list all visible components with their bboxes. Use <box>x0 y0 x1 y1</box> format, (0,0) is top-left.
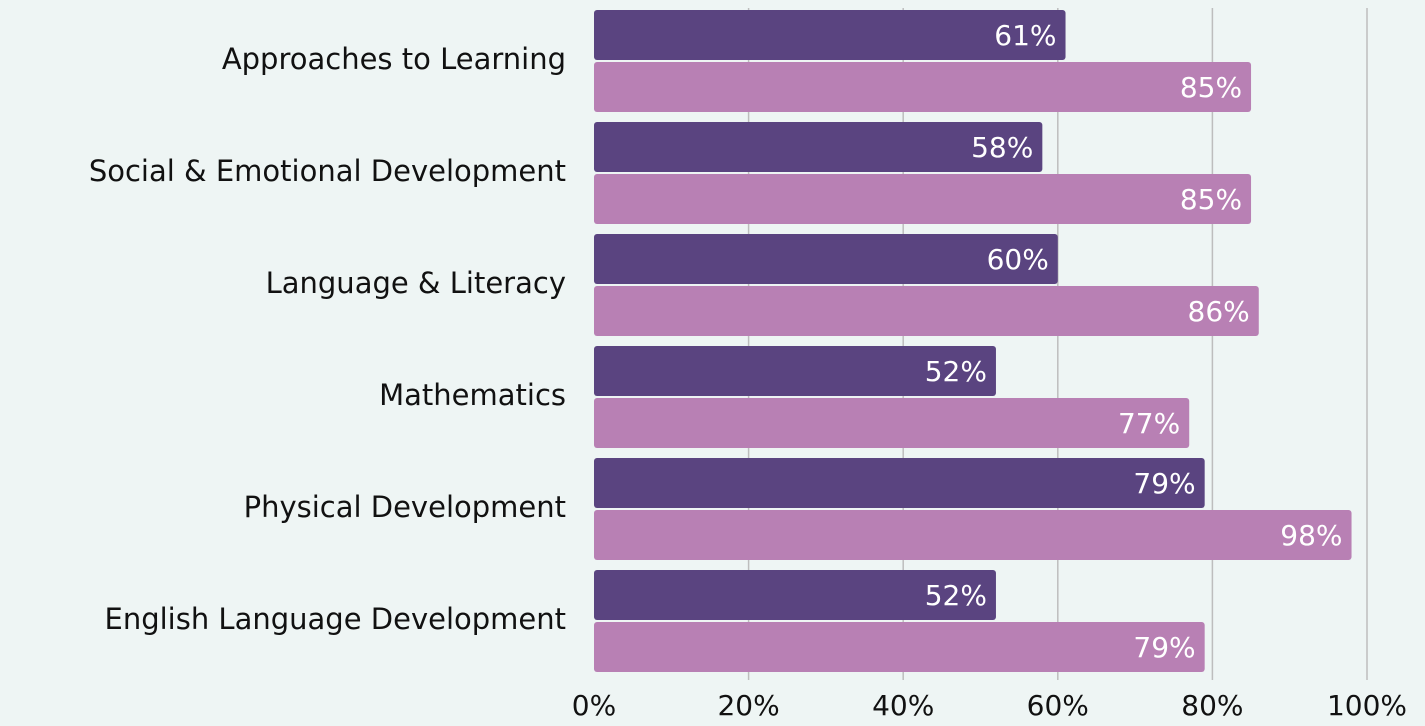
bar <box>594 398 1190 448</box>
value-label: 77% <box>1118 407 1180 440</box>
value-label: 79% <box>1133 467 1195 500</box>
x-tick-label: 60% <box>1027 689 1089 722</box>
value-label: 86% <box>1188 295 1250 328</box>
x-tick-label: 40% <box>872 689 934 722</box>
bar <box>594 570 996 620</box>
value-label: 98% <box>1280 519 1342 552</box>
bar <box>594 234 1058 284</box>
bar <box>594 10 1066 60</box>
bar <box>594 346 996 396</box>
value-label: 85% <box>1180 183 1242 216</box>
bar <box>594 458 1205 508</box>
category-label: Language & Literacy <box>266 266 566 300</box>
category-label: Social & Emotional Development <box>89 154 566 188</box>
value-label: 52% <box>925 355 987 388</box>
value-label: 85% <box>1180 71 1242 104</box>
x-tick-label: 80% <box>1181 689 1243 722</box>
category-label: Approaches to Learning <box>222 42 566 76</box>
value-label: 60% <box>987 243 1049 276</box>
category-label: English Language Development <box>105 602 567 636</box>
x-tick-label: 0% <box>572 689 616 722</box>
value-label: 52% <box>925 579 987 612</box>
bar <box>594 62 1252 112</box>
x-tick-label: 100% <box>1327 689 1407 722</box>
category-label: Physical Development <box>244 490 566 524</box>
x-tick-label: 20% <box>717 689 779 722</box>
category-label: Mathematics <box>379 378 566 412</box>
bar <box>594 510 1352 560</box>
bar <box>594 122 1043 172</box>
value-label: 61% <box>994 19 1056 52</box>
bar <box>594 622 1205 672</box>
bar <box>594 174 1252 224</box>
value-label: 79% <box>1133 631 1195 664</box>
bar <box>594 286 1259 336</box>
value-label: 58% <box>971 131 1033 164</box>
